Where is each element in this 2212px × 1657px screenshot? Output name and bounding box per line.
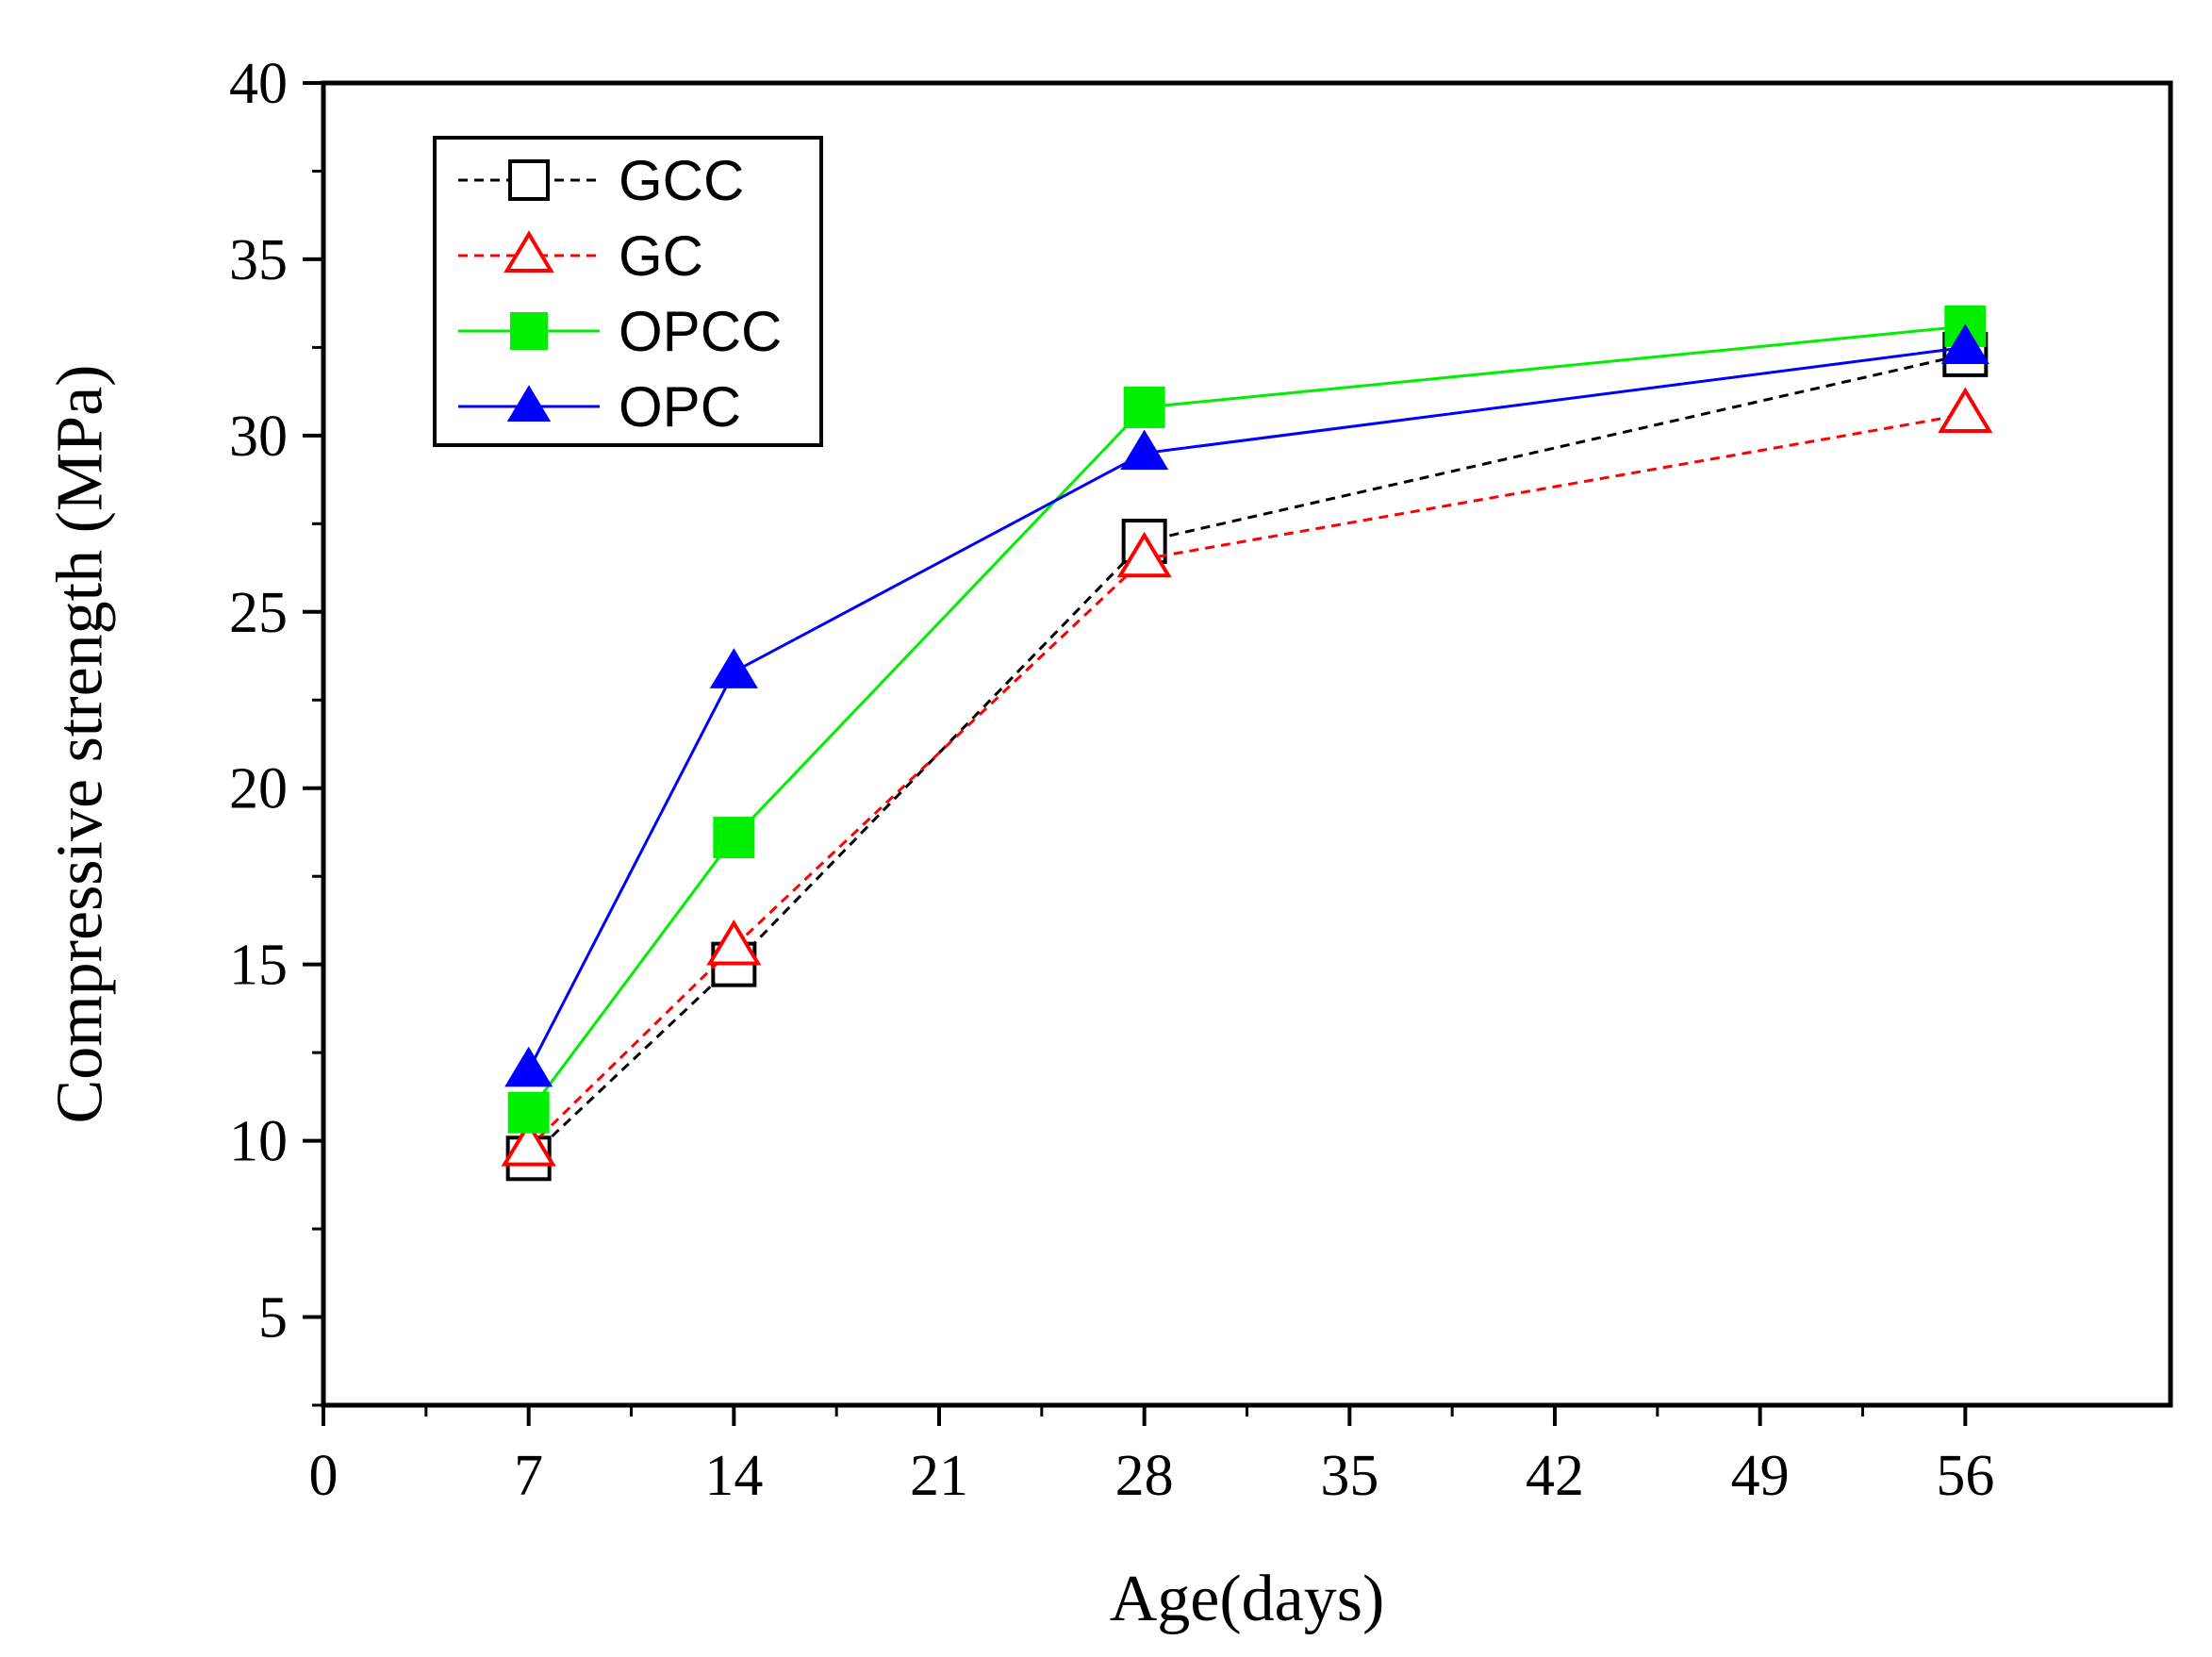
y-axis-ticks: 5 10 15 20 25 30 35 40 (229, 52, 323, 1407)
legend-marker (503, 230, 554, 273)
legend-item-gcc: GCC (458, 149, 744, 212)
data-point-opcc (713, 817, 755, 859)
legend-marker (508, 159, 550, 201)
data-point-opc (1940, 323, 1989, 364)
y-tick-label: 20 (229, 757, 288, 821)
y-axis-label: Compressive strength (MPa) (44, 365, 117, 1124)
series-gcc (505, 331, 1989, 1182)
x-tick-label: 14 (704, 1444, 763, 1508)
series-opc (504, 323, 1989, 1087)
data-point-gc (706, 919, 762, 966)
y-tick-label: 30 (229, 405, 288, 469)
series-line-gc (527, 412, 1966, 1150)
x-tick-label: 21 (910, 1444, 968, 1508)
legend-label: OPC (619, 375, 741, 439)
x-tick-label: 7 (514, 1444, 543, 1508)
data-point-opc (504, 1046, 553, 1087)
legend-item-opc: OPC (458, 375, 741, 439)
y-tick-label: 15 (229, 934, 288, 998)
x-tick-label: 28 (1115, 1444, 1174, 1508)
data-point-gc (501, 1120, 556, 1167)
legend-label: GC (619, 224, 703, 288)
x-tick-label: 56 (1936, 1444, 1994, 1508)
x-tick-label: 35 (1320, 1444, 1378, 1508)
legend-item-gc: GC (458, 224, 703, 288)
data-point-opcc (507, 1091, 550, 1134)
legend-item-opcc: OPCC (458, 300, 782, 363)
legend: GCC GC OPCC OPC (433, 136, 823, 447)
series-line-opcc (527, 324, 1966, 1114)
data-point-opcc (1123, 386, 1165, 428)
y-tick-label: 5 (258, 1286, 288, 1350)
data-point-gc (1938, 387, 1993, 433)
x-tick-label: 49 (1731, 1444, 1790, 1508)
data-point-gc (1116, 531, 1172, 578)
series-layer (501, 305, 1993, 1182)
series-gc (501, 387, 1993, 1167)
y-tick-label: 10 (229, 1110, 288, 1174)
data-point-opc (1120, 429, 1169, 471)
x-axis-label: Age(days) (1110, 1563, 1385, 1635)
legend-box (433, 136, 823, 447)
legend-marker (510, 312, 548, 350)
series-line-opc (527, 345, 1966, 1071)
series-line-gcc (527, 353, 1966, 1160)
data-point-opc (709, 648, 758, 688)
y-tick-label: 25 (229, 581, 288, 645)
legend-marker (506, 385, 552, 422)
y-tick-label: 40 (229, 52, 288, 116)
x-tick-label: 0 (309, 1444, 338, 1508)
legend-label: OPCC (619, 300, 782, 363)
legend-label: GCC (619, 149, 744, 212)
x-tick-label: 42 (1526, 1444, 1584, 1508)
x-axis-ticks: 0 7 14 21 28 35 42 49 56 (309, 1405, 1994, 1508)
y-tick-label: 35 (229, 228, 288, 292)
